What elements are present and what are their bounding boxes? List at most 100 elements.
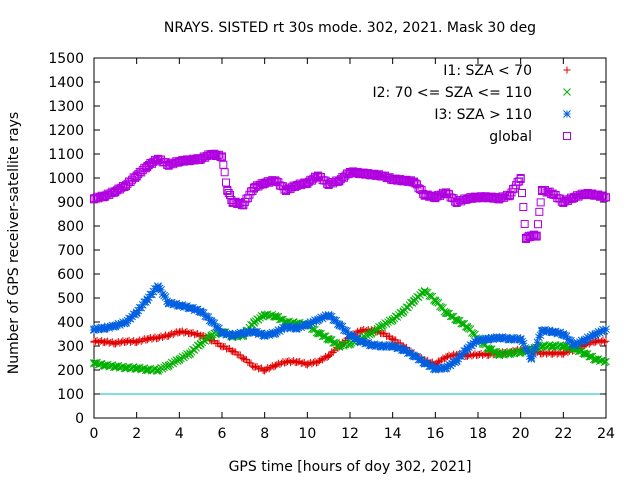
y-tick-label: 1200 [48, 123, 84, 139]
data-point [314, 328, 322, 337]
series-trace-marker [580, 350, 589, 359]
legend-label: global [489, 129, 532, 145]
data-point [463, 344, 472, 353]
data-point [111, 321, 120, 330]
data-point [367, 328, 376, 337]
data-point [186, 329, 194, 337]
data-point [196, 154, 205, 163]
series-trace-marker [328, 348, 336, 356]
data-point [324, 310, 333, 319]
series-trace-marker [120, 364, 129, 373]
x-tick-label: 24 [597, 426, 615, 442]
series-trace-marker [590, 339, 598, 347]
data-point [602, 325, 610, 334]
y-tick-label: 900 [57, 195, 84, 211]
x-tick-label: 0 [90, 426, 99, 442]
data-point [250, 318, 258, 326]
series-trace-marker [232, 348, 240, 356]
x-tick-label: 12 [341, 426, 359, 442]
data-point [452, 356, 461, 365]
series-trace-marker [219, 160, 228, 169]
data-point [228, 331, 237, 340]
y-axis-ticks: 0 100 200 300 400 500 600 700 800 900 1000 1100 1200… [48, 51, 606, 427]
data-point [516, 334, 525, 343]
series-trace-marker [320, 354, 328, 362]
data-point [410, 296, 418, 305]
y-tick-label: 0 [75, 411, 84, 427]
data-point [388, 175, 397, 184]
series-trace-marker [107, 339, 115, 347]
data-point [378, 321, 386, 330]
data-point [335, 320, 344, 329]
data-point [442, 188, 450, 197]
data-point [580, 349, 589, 358]
x-tick-label: 2 [132, 426, 141, 442]
data-point [463, 322, 472, 331]
series-2 [90, 282, 610, 374]
data-point [239, 354, 247, 362]
data-point [154, 282, 162, 290]
series-trace-marker [323, 353, 331, 361]
data-point [260, 310, 269, 319]
series-trace-marker [535, 207, 544, 216]
series-trace-marker [518, 189, 526, 197]
series-trace-marker [324, 335, 333, 344]
series-trace-marker [314, 329, 322, 338]
series-trace-marker [452, 316, 461, 325]
series-trace-marker [180, 329, 188, 337]
series-trace-marker [574, 347, 583, 356]
data-point [175, 157, 184, 166]
data-point [559, 349, 567, 357]
data-point [495, 333, 504, 342]
data-point [538, 186, 546, 194]
series-trace-marker [290, 357, 298, 365]
series-trace-marker [532, 343, 540, 351]
data-point [335, 342, 344, 350]
data-point [442, 308, 450, 317]
series-trace-marker [534, 220, 542, 229]
data-point [495, 194, 504, 203]
x-tick-label: 6 [218, 426, 227, 442]
data-point [389, 335, 397, 343]
data-point [506, 190, 514, 199]
data-point [559, 330, 568, 338]
data-point [239, 200, 248, 209]
data-point [260, 331, 269, 340]
data-point [324, 180, 333, 188]
y-tick-label: 1000 [48, 171, 84, 187]
data-point [335, 176, 344, 185]
y-tick-label: 700 [57, 243, 84, 259]
data-point [506, 334, 514, 343]
series-trace-marker [519, 203, 528, 212]
data-point [271, 361, 279, 369]
data-point [164, 160, 173, 169]
data-point [474, 336, 482, 344]
series-trace-marker [146, 333, 154, 341]
data-point [250, 362, 258, 370]
data-point [90, 337, 98, 345]
data-point [196, 339, 205, 348]
series-trace-marker [536, 198, 545, 207]
data-point [314, 171, 322, 180]
data-point [602, 193, 610, 202]
x-tick-label: 20 [512, 426, 530, 442]
series-trace-marker [299, 359, 307, 367]
data-point [282, 358, 290, 366]
plot-area: 0 2 4 6 8 10 12 14 16 18 20 22 24 010020030040050060… [48, 51, 615, 442]
y-tick-label: 200 [57, 363, 84, 379]
data-point [175, 328, 183, 336]
data-point [452, 315, 461, 324]
data-point [591, 190, 600, 199]
data-point [218, 152, 226, 161]
series-trace [90, 283, 609, 374]
data-point [484, 193, 493, 202]
data-point [111, 187, 120, 196]
data-point [122, 337, 130, 345]
data-point [378, 171, 386, 180]
y-tick-label: 100 [57, 387, 84, 403]
data-point [495, 350, 504, 359]
data-point [378, 329, 386, 337]
series-trace-marker [222, 178, 230, 187]
data-point [101, 338, 109, 346]
data-point [570, 193, 578, 202]
